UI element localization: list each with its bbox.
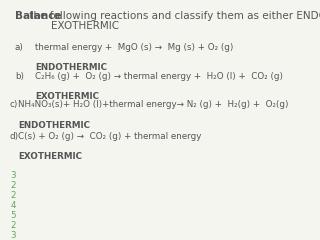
Text: C₂H₆ (g) +  O₂ (g) → thermal energy +  H₂O (l) +  CO₂ (g): C₂H₆ (g) + O₂ (g) → thermal energy + H₂O… bbox=[35, 72, 283, 81]
Text: Balance: Balance bbox=[15, 12, 61, 21]
Text: ENDOTHERMIC: ENDOTHERMIC bbox=[18, 120, 90, 130]
Text: 2: 2 bbox=[11, 181, 16, 190]
Text: a): a) bbox=[15, 42, 24, 52]
Text: 3: 3 bbox=[11, 231, 16, 240]
Text: EXOTHERMIC: EXOTHERMIC bbox=[51, 21, 119, 31]
Text: d): d) bbox=[10, 132, 19, 141]
Text: the following reactions and classify them as either ENDOTHERMIC or: the following reactions and classify the… bbox=[26, 12, 320, 21]
Text: NH₄NO₃(s)+ H₂O (l)+thermal energy→ N₂ (g) +  H₂(g) +  O₂(g): NH₄NO₃(s)+ H₂O (l)+thermal energy→ N₂ (g… bbox=[18, 101, 289, 109]
Text: b): b) bbox=[15, 72, 24, 81]
Text: C(s) + O₂ (g) →  CO₂ (g) + thermal energy: C(s) + O₂ (g) → CO₂ (g) + thermal energy bbox=[18, 132, 202, 141]
Text: c): c) bbox=[10, 101, 18, 109]
Text: 4: 4 bbox=[11, 201, 16, 210]
Text: EXOTHERMIC: EXOTHERMIC bbox=[18, 152, 82, 161]
Text: ENDOTHERMIC: ENDOTHERMIC bbox=[35, 63, 107, 72]
Text: 2: 2 bbox=[11, 191, 16, 200]
Text: thermal energy +  MgO (s) →  Mg (s) + O₂ (g): thermal energy + MgO (s) → Mg (s) + O₂ (… bbox=[35, 42, 233, 52]
Text: 2: 2 bbox=[11, 221, 16, 230]
Text: 3: 3 bbox=[11, 171, 16, 180]
Text: 5: 5 bbox=[11, 211, 16, 220]
Text: EXOTHERMIC: EXOTHERMIC bbox=[35, 92, 99, 101]
